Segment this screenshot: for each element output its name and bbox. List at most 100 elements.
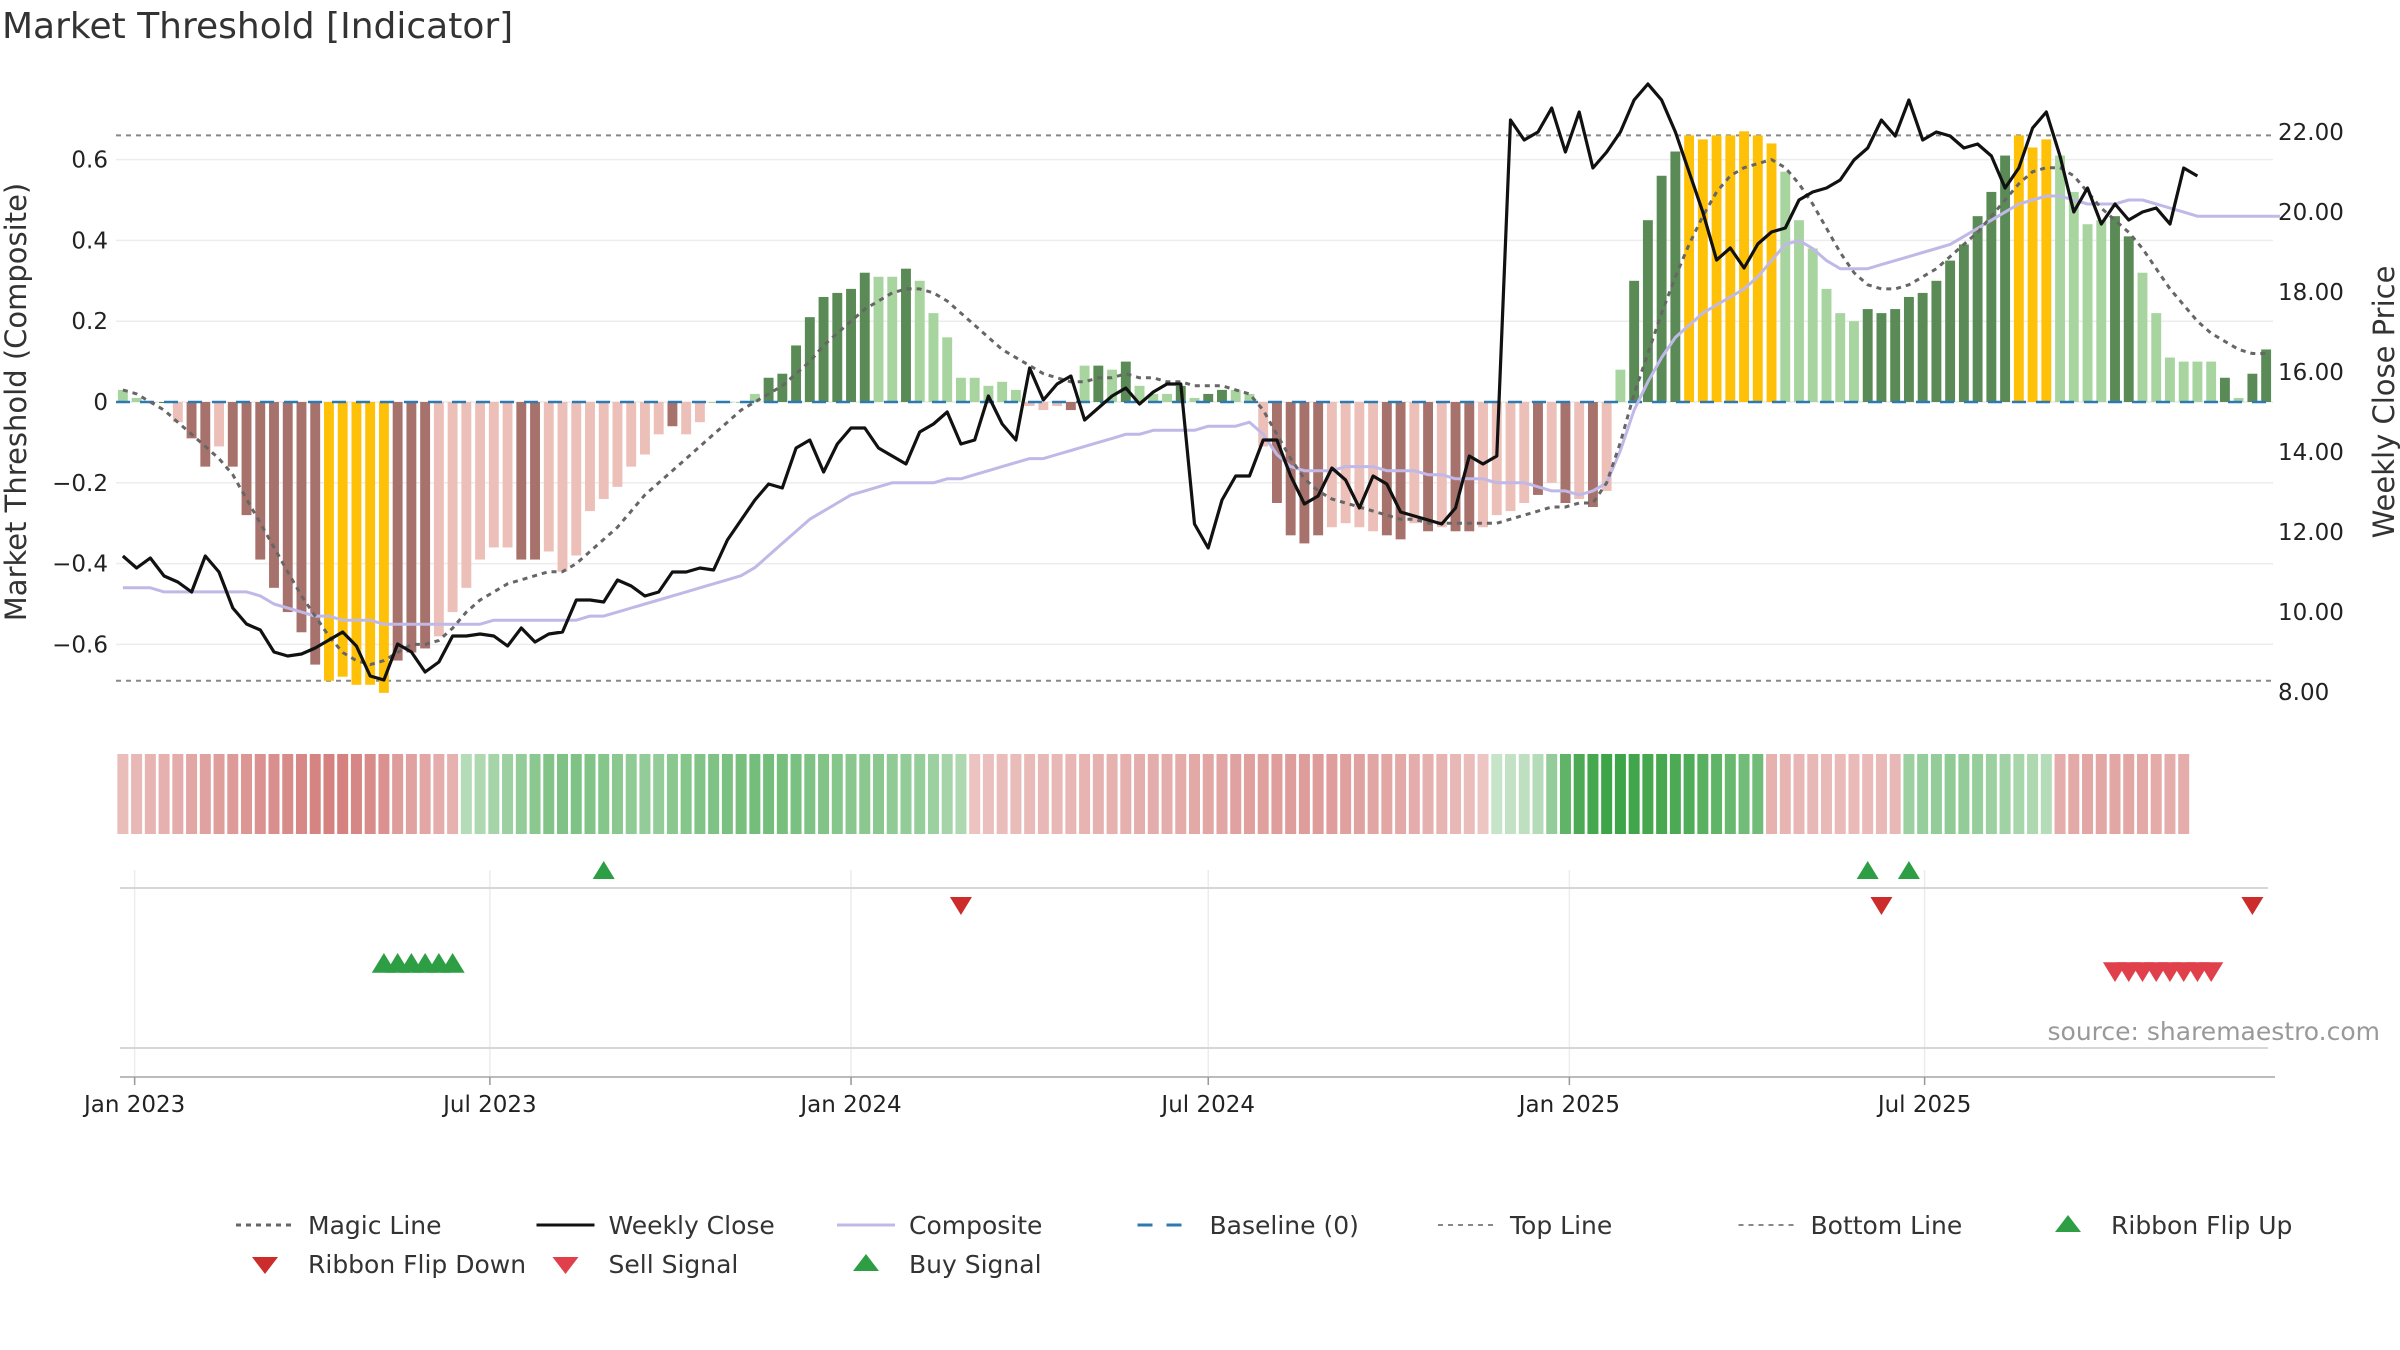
composite-bar (2137, 272, 2148, 402)
ribbon-cell (1340, 754, 1352, 834)
composite-bar (1931, 280, 1942, 402)
ribbon-cell (2068, 754, 2080, 834)
ribbon-cell (2027, 754, 2039, 834)
ribbon-cell (1216, 754, 1228, 834)
composite-bar (1217, 389, 1227, 402)
composite-bar (873, 276, 884, 402)
composite-bar (1024, 402, 1035, 407)
ribbon-cell (790, 754, 802, 834)
y-left-tick-label: −0.2 (52, 471, 108, 497)
ribbon-cell (1820, 754, 1832, 834)
ribbon-cell (309, 754, 321, 834)
series-lines (116, 82, 2280, 682)
ribbon-cell (818, 754, 830, 834)
ribbon-cell (1175, 754, 1187, 834)
ribbon-cell (1092, 754, 1104, 834)
composite-bar (1189, 397, 1200, 402)
weekly-close-line (121, 82, 2199, 682)
composite-bar (117, 389, 128, 402)
composite-bar (1381, 402, 1392, 536)
composite-bar (1972, 216, 1983, 402)
y-left-tick-label: −0.6 (52, 632, 108, 658)
composite-bar (2165, 357, 2175, 402)
ribbon-cell (1958, 754, 1970, 834)
composite-bar (969, 377, 980, 402)
ribbon-cell (2136, 754, 2148, 834)
composite-bar (2000, 155, 2011, 402)
ribbon-cell (2109, 754, 2121, 834)
ribbon-cell (1051, 754, 1063, 834)
composite-bar (1285, 402, 1296, 536)
ribbon-cell (996, 754, 1008, 834)
composite-bar (1684, 135, 1695, 403)
ribbon-cell (1559, 754, 1571, 834)
composite-bar (859, 272, 870, 402)
ribbon-cell (1862, 754, 1874, 834)
ribbon-cell (172, 754, 184, 834)
composite-bar (1986, 191, 1997, 402)
composite-bar (832, 292, 843, 402)
ribbon-cell (845, 754, 857, 834)
composite-bar (131, 397, 142, 402)
ribbon-cell (350, 754, 362, 834)
composite-bar (392, 402, 403, 661)
composite-bar (887, 276, 898, 402)
composite-bar (1134, 385, 1145, 402)
composite-bar (1780, 171, 1791, 402)
ribbon-cell (1230, 754, 1242, 834)
y-right-tick-label: 14.00 (2278, 440, 2344, 466)
composite-bar (585, 402, 595, 512)
composite-bar (1436, 402, 1447, 528)
ribbon-cell (2150, 754, 2162, 834)
ribbon-cell (1189, 754, 1200, 834)
composite-bar (1203, 393, 1214, 402)
ribbon-cell (2178, 754, 2190, 834)
composite-bar (2082, 224, 2093, 402)
legend-swatch (2055, 1215, 2081, 1232)
ribbon-cell (776, 754, 788, 834)
composite-bar (1862, 309, 1873, 402)
composite-bar (804, 317, 815, 402)
composite-bar (310, 402, 321, 665)
x-tick-label: Jul 2023 (441, 1092, 537, 1118)
ribbon-cell (1711, 754, 1723, 834)
ribbon-cell (1065, 754, 1077, 834)
ribbon-cell (955, 754, 967, 834)
ribbon-cell (1875, 754, 1887, 834)
composite-bar (1533, 402, 1543, 495)
ribbon-cell (927, 754, 939, 834)
ribbon-cell (1106, 754, 1118, 834)
composite-bar (378, 402, 389, 693)
y-left-tick-label: 0 (93, 390, 108, 416)
composite-bar (241, 402, 252, 516)
ribbon-cell (1024, 754, 1036, 834)
ribbon-cell (1477, 754, 1489, 834)
ribbon-cell (433, 754, 445, 834)
legend: Magic Line Weekly Close Composite Baseline … (236, 1211, 2292, 1279)
composite-bar (1326, 402, 1337, 528)
ribbon-cell (1353, 754, 1365, 834)
y-left-tick-label: 0.4 (71, 228, 108, 254)
ribbon-cell (199, 754, 211, 834)
ribbon-cell (1834, 754, 1846, 834)
y-right-tick-label: 8.00 (2278, 680, 2329, 706)
x-tick-label: Jan 2025 (1517, 1092, 1620, 1118)
ribbon-cell (1161, 754, 1173, 834)
composite-bar (1148, 393, 1159, 402)
ribbon-cell (1724, 754, 1736, 834)
ribbon-cell (1395, 754, 1407, 834)
ribbon-cell (488, 754, 500, 834)
composite-bar (1340, 402, 1351, 524)
composite-bar (626, 402, 637, 467)
composite-bar (2151, 313, 2162, 402)
x-tick-label: Jul 2025 (1876, 1092, 1972, 1118)
ribbon-cell (831, 754, 843, 834)
ribbon-cell (1518, 754, 1530, 834)
composite-bar (543, 402, 554, 552)
composite-bar (296, 402, 307, 633)
y-right-tick-label: 22.00 (2278, 120, 2344, 146)
ribbon-cell (2164, 754, 2176, 834)
y-right-tick-label: 16.00 (2278, 360, 2344, 386)
composite-bar (2123, 236, 2134, 402)
legend-swatch (252, 1257, 278, 1274)
